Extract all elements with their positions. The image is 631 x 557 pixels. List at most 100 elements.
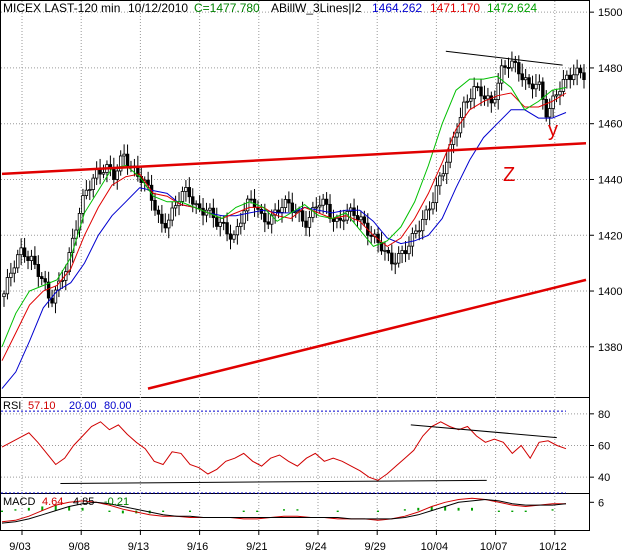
candle-body: [331, 218, 336, 222]
candle-body: [91, 177, 95, 190]
candle-body: [245, 198, 250, 212]
header-close: C=1477.780: [194, 1, 260, 15]
candle-body: [26, 256, 30, 261]
candle-body: [554, 94, 559, 97]
candle-body: [211, 207, 216, 219]
x-tick-label: 10/07: [480, 541, 508, 553]
macd-title: MACD: [3, 496, 35, 508]
candle-body: [324, 198, 329, 205]
candle-body: [197, 203, 202, 209]
candle-body: [462, 101, 466, 118]
trendline: [445, 50, 563, 66]
candle-body: [201, 207, 205, 216]
candle-body: [414, 230, 418, 234]
candle-body: [218, 221, 222, 227]
rsi-y-tick-label: 80: [598, 409, 610, 421]
x-tick-label: 10/12: [539, 541, 567, 553]
rsi-header: RSI 57.10 20.00 80.00: [3, 400, 132, 412]
candle-body: [283, 199, 288, 208]
candle-body: [355, 215, 360, 221]
candle-body: [187, 187, 192, 198]
rsi-y-tick-label: 40: [598, 472, 610, 484]
candle-body: [458, 117, 463, 134]
candle-body: [304, 220, 308, 228]
candle-body: [434, 185, 439, 204]
candle-body: [547, 108, 552, 118]
candle-body: [19, 247, 23, 256]
moving-average-line: [1, 75, 567, 347]
grid-layer: [1, 1, 589, 530]
candle-body: [194, 203, 198, 206]
candle-body: [81, 195, 85, 214]
candle-body: [115, 170, 119, 180]
candle-body: [125, 153, 130, 167]
candle-body: [475, 86, 480, 88]
candle-body: [9, 272, 13, 278]
candle-body: [170, 207, 174, 221]
rsi-value: 57.10: [28, 400, 56, 412]
candle-body: [280, 207, 284, 213]
y-tick-label: 1460: [598, 119, 622, 131]
candle-body: [441, 173, 445, 177]
rsi-low-level: 20.00: [69, 400, 97, 412]
candle-body: [225, 222, 229, 235]
candle-body: [328, 203, 332, 219]
candle-body: [307, 217, 312, 228]
candle-body: [338, 217, 343, 221]
candle-body: [53, 289, 58, 304]
macd-value-2: 4.85: [73, 496, 94, 508]
candle-body: [403, 250, 408, 255]
candle-body: [36, 264, 41, 277]
candle-body: [541, 81, 545, 100]
candle-body: [517, 62, 521, 75]
candle-body: [427, 208, 432, 211]
rsi-title: RSI: [3, 400, 21, 412]
candle-body: [163, 222, 168, 229]
candle-body: [561, 78, 566, 92]
candle-body: [445, 161, 449, 175]
price-layer: [1, 50, 587, 390]
macd-value-3: -0.21: [104, 496, 129, 508]
rsi-trendline: [410, 424, 557, 439]
y-tick-label: 1400: [598, 286, 622, 298]
macd-header: MACD 4.64 4.85 -0.21: [3, 496, 129, 508]
candle-body: [184, 187, 188, 192]
y-tick-label: 1420: [598, 230, 622, 242]
candle-body: [33, 255, 37, 265]
wave-annotations: y Z: [503, 119, 558, 186]
candle-body: [489, 95, 494, 104]
candle-body: [173, 205, 178, 209]
candle-body: [482, 95, 487, 100]
candle-body: [499, 65, 504, 84]
candle-body: [242, 210, 246, 224]
candle-body: [530, 83, 535, 90]
candle-body: [287, 199, 291, 204]
candle-body: [118, 155, 123, 172]
x-tick-label: 9/24: [305, 541, 326, 553]
candle-body: [424, 209, 428, 220]
candle-body: [386, 249, 391, 254]
macd-value-1: 4.64: [42, 496, 63, 508]
candle-body: [235, 226, 240, 236]
candle-body: [318, 204, 322, 208]
candle-body: [451, 136, 456, 145]
candle-body: [276, 209, 281, 213]
candle-body: [249, 198, 253, 201]
candle-body: [578, 67, 583, 74]
header-indicator: ABillW_3Lines|I2: [271, 1, 362, 15]
candle-body: [46, 281, 51, 299]
moving-average-line: [1, 92, 567, 361]
candle-body: [572, 74, 576, 81]
candle-body: [359, 216, 363, 221]
macd-layer: [1, 497, 567, 524]
candle-body: [431, 202, 435, 210]
candle-body: [335, 217, 339, 222]
candle-body: [266, 221, 270, 225]
candle-body: [582, 72, 586, 80]
candle-body: [400, 250, 404, 254]
candle-body: [232, 234, 236, 240]
candle-body: [180, 191, 185, 202]
candle-body: [393, 262, 397, 265]
candle-body: [469, 98, 473, 102]
candle-body: [208, 207, 212, 211]
